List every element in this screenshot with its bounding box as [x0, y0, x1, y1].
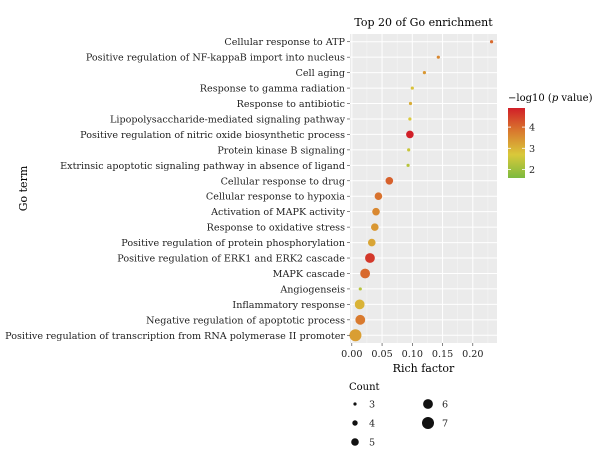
data-point [371, 223, 379, 231]
x-tick-label: 0.00 [341, 349, 362, 360]
data-point [365, 253, 375, 263]
y-axis: Cellular response to ATP Positive regulat… [5, 37, 350, 342]
size-legend-label: 4 [369, 419, 375, 430]
data-point [349, 329, 362, 342]
colorbar-ticks: 2 3 4 [508, 123, 535, 176]
y-tick-label: Positive regulation of ERK1 and ERK2 cas… [117, 254, 345, 265]
data-point [367, 238, 376, 247]
data-point [489, 40, 494, 44]
chart-title: Top 20 of Go enrichment [354, 16, 493, 29]
y-tick-label: Negative regulation of apoptotic process [146, 315, 345, 326]
plot-panel [350, 34, 497, 343]
y-tick-label: MAPK cascade [273, 269, 346, 280]
y-tick-label: Activation of MAPK activity [210, 207, 345, 218]
y-tick-label: Response to gamma radiation [200, 84, 345, 95]
y-tick-label: Angiogenseis [279, 284, 345, 295]
size-legend: Count 3 4 5 6 7 [349, 382, 448, 449]
size-legend-label: 6 [442, 400, 448, 411]
points-layer [349, 40, 494, 342]
x-tick-label: 0.10 [402, 349, 423, 360]
y-tick-label: Cellular response to hypoxia [206, 192, 345, 203]
colorbar-tick-label: 4 [529, 123, 535, 134]
data-point [406, 163, 410, 167]
x-tick-label: 0.15 [432, 349, 453, 360]
x-axis-title: Rich factor [393, 362, 455, 375]
size-legend-dot [351, 438, 359, 446]
y-tick-label: Positive regulation of NF-kappaB import … [86, 53, 345, 64]
y-tick-label: Inflammatory response [232, 300, 345, 311]
data-point [360, 268, 371, 279]
y-tick-label: Positive regulation of nitric oxide bios… [80, 130, 345, 141]
data-point [385, 176, 394, 185]
data-point [407, 148, 411, 152]
data-point [358, 287, 362, 291]
y-tick-label: Cell aging [296, 68, 345, 79]
y-tick-label: Positive regulation of transcription fro… [5, 331, 345, 342]
x-tick-label: 0.20 [462, 349, 483, 360]
data-point [436, 55, 440, 59]
size-legend-label: 5 [369, 438, 375, 449]
y-tick-label: Positive regulation of protein phosphory… [121, 238, 345, 249]
color-legend: −log10 (p value) 2 3 4 [508, 93, 593, 178]
size-legend-items: 3 4 5 6 7 [351, 399, 448, 449]
y-tick-label: Cellular response to drug [221, 176, 345, 187]
colorbar-tick-label: 3 [529, 144, 535, 155]
y-tick-label: Cellular response to ATP [224, 37, 345, 48]
y-tick-label: Protein kinase B signaling [217, 145, 345, 156]
size-legend-title: Count [349, 382, 380, 393]
x-axis: 0.00 0.05 0.10 0.15 0.20 [341, 343, 483, 360]
size-legend-dot [352, 420, 358, 426]
y-axis-title: Go term [17, 165, 30, 211]
color-legend-title: −log10 (p value) [508, 93, 593, 104]
y-tick-label: Extrinsic apoptotic signaling pathway in… [60, 161, 345, 172]
data-point [410, 86, 414, 90]
data-point [355, 314, 366, 325]
data-point [372, 207, 380, 216]
size-legend-dot [423, 399, 433, 409]
data-point [354, 299, 365, 310]
x-tick-label: 0.05 [371, 349, 392, 360]
size-legend-label: 7 [442, 419, 448, 430]
data-point [408, 117, 412, 121]
data-point [408, 101, 413, 106]
size-legend-dot [422, 417, 434, 429]
size-legend-dot [353, 402, 357, 406]
colorbar-tick-label: 2 [529, 165, 535, 176]
size-legend-label: 3 [369, 400, 375, 411]
data-point [374, 192, 383, 201]
y-tick-label: Response to antibiotic [237, 99, 345, 110]
colorbar [508, 108, 525, 178]
y-tick-label: Lipopolysaccharide-mediated signaling pa… [110, 114, 346, 125]
data-point [422, 71, 427, 75]
y-tick-label: Response to oxidative stress [207, 223, 345, 234]
data-point [406, 130, 414, 139]
